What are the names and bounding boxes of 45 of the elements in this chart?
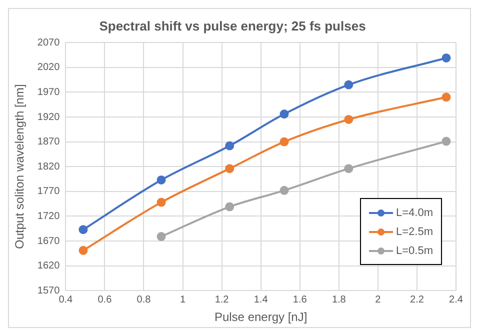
point <box>442 53 451 62</box>
point <box>344 164 354 174</box>
legend-label: L=2.5m <box>396 226 433 238</box>
point <box>344 114 354 124</box>
x-tick-label: 2.2 <box>410 294 424 306</box>
y-tick-label: 1720 <box>37 210 60 222</box>
x-tick-label: 0.8 <box>136 294 152 306</box>
y-tick-label: 2020 <box>37 62 60 74</box>
y-tick-label: 2070 <box>37 37 60 48</box>
point <box>156 232 166 242</box>
point <box>225 202 234 212</box>
y-tick-label: 1970 <box>37 86 60 98</box>
chart-title: Spectral shift vs pulse energy; 25 fs pulses <box>99 18 366 34</box>
point <box>442 136 451 146</box>
point <box>280 137 289 146</box>
y-tick-label: 1620 <box>37 260 60 272</box>
point <box>225 141 234 150</box>
point <box>280 110 289 119</box>
x-tick-label: 0.4 <box>58 294 74 306</box>
x-tick-label: 0.6 <box>98 294 112 306</box>
x-tick-label: 1.2 <box>214 294 230 306</box>
x-axis-title: Pulse energy [nJ] <box>214 310 308 324</box>
x-tick-label: 1.4 <box>254 294 268 306</box>
legend-label: L=0.5m <box>396 244 433 256</box>
y-tick-label: 1870 <box>37 136 60 148</box>
y-tick-label: 1770 <box>37 186 60 198</box>
point <box>156 175 166 184</box>
x-tick-label: 1.6 <box>292 294 308 306</box>
y-tick-label: 1920 <box>37 112 60 123</box>
point <box>156 198 166 207</box>
y-tick-label: 1820 <box>37 161 60 172</box>
point <box>78 246 88 255</box>
y-tick-label: 1670 <box>37 236 60 247</box>
y-axis-title: Output soliton wavelength [nm] <box>12 84 27 249</box>
x-tick-label: 1 <box>180 294 186 306</box>
y-tick-label: 1570 <box>37 285 60 296</box>
point <box>78 225 88 234</box>
x-tick-label: 1.8 <box>332 294 346 306</box>
point <box>344 80 354 90</box>
point <box>280 186 289 195</box>
x-tick-label: 2.4 <box>449 294 464 306</box>
x-tick-label: 2 <box>375 294 382 306</box>
legend-label: L=4.0m <box>396 206 433 218</box>
point <box>225 164 234 174</box>
point <box>442 92 451 102</box>
